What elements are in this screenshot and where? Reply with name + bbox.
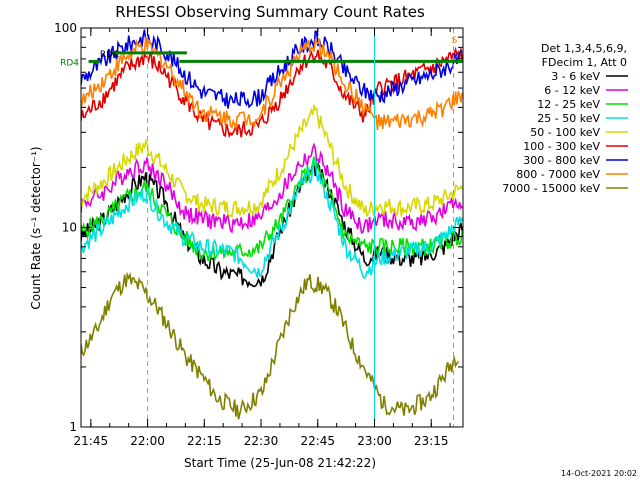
x-tick-label-22-45: 22:45 [300,434,335,448]
legend-entry-6-12-kev: 6 - 12 keV [544,84,600,97]
x-tick-label-22-15: 22:15 [187,434,222,448]
legend-entry-7000-15000-kev: 7000 - 15000 keV [502,182,600,195]
legend-header-line-1: Det 1,3,4,5,6,9, [541,42,627,55]
series-line-6-12-kev [81,142,463,235]
y-tick-label-1: 1 [69,420,77,434]
legend-header-line-2: FDecim 1, Att 0 [542,56,627,69]
legend-entry-100-300-kev: 100 - 300 keV [523,140,600,153]
series-layer [81,29,463,420]
x-tick-label-22-00: 22:00 [130,434,165,448]
generated-timestamp: 14-Oct-2021 20:02 [561,469,637,478]
y-tick-label-100: 100 [54,21,77,35]
annotation-rd4-0: RD4 [60,58,79,68]
legend-entry-25-50-kev: 25 - 50 keV [537,112,600,125]
flag-layer [88,51,463,63]
y-axis-ticks: 1 10 100 [54,21,463,434]
legend-entry-50-100-kev: 50 - 100 keV [530,126,600,139]
x-axis-label: Start Time (25-Jun-08 21:42:22) [184,456,376,470]
series-line-50-100-kev [81,104,463,219]
y-axis-label: Count Rate (s⁻¹ detector⁻¹) [29,146,43,309]
legend-entry-300-800-kev: 300 - 800 keV [523,154,600,167]
series-line-7000-15000-kev [81,271,459,420]
series-line-800-7000-kev [81,36,463,131]
x-tick-label-21-45: 21:45 [74,434,109,448]
legend-entry-3-6-kev: 3 - 6 keV [551,70,600,83]
plot-frame [80,27,464,428]
x-tick-label-23-15: 23:15 [414,434,449,448]
legend: Det 1,3,4,5,6,9, FDecim 1, Att 0 3 - 6 k… [502,42,628,195]
legend-entry-12-25-kev: 12 - 25 keV [537,98,600,111]
series-line-25-50-kev [81,156,463,280]
legend-entry-800-7000-kev: 800 - 7000 keV [516,168,600,181]
x-tick-label-23-00: 23:00 [357,434,392,448]
x-axis-ticks: 21:45 22:00 22:15 22:30 22:45 23:00 23:15 [74,28,451,448]
series-line-300-800-kev [81,29,463,109]
annotations: RD4 RDC S [60,36,458,68]
x-tick-label-22-30: 22:30 [244,434,279,448]
chart-title: RHESSI Observing Summary Count Rates [115,3,425,21]
annotation-rdc-1: RDC [100,50,119,60]
annotation-s-2: S [452,36,458,46]
y-tick-label-10: 10 [62,221,77,235]
plot-area [80,27,464,428]
